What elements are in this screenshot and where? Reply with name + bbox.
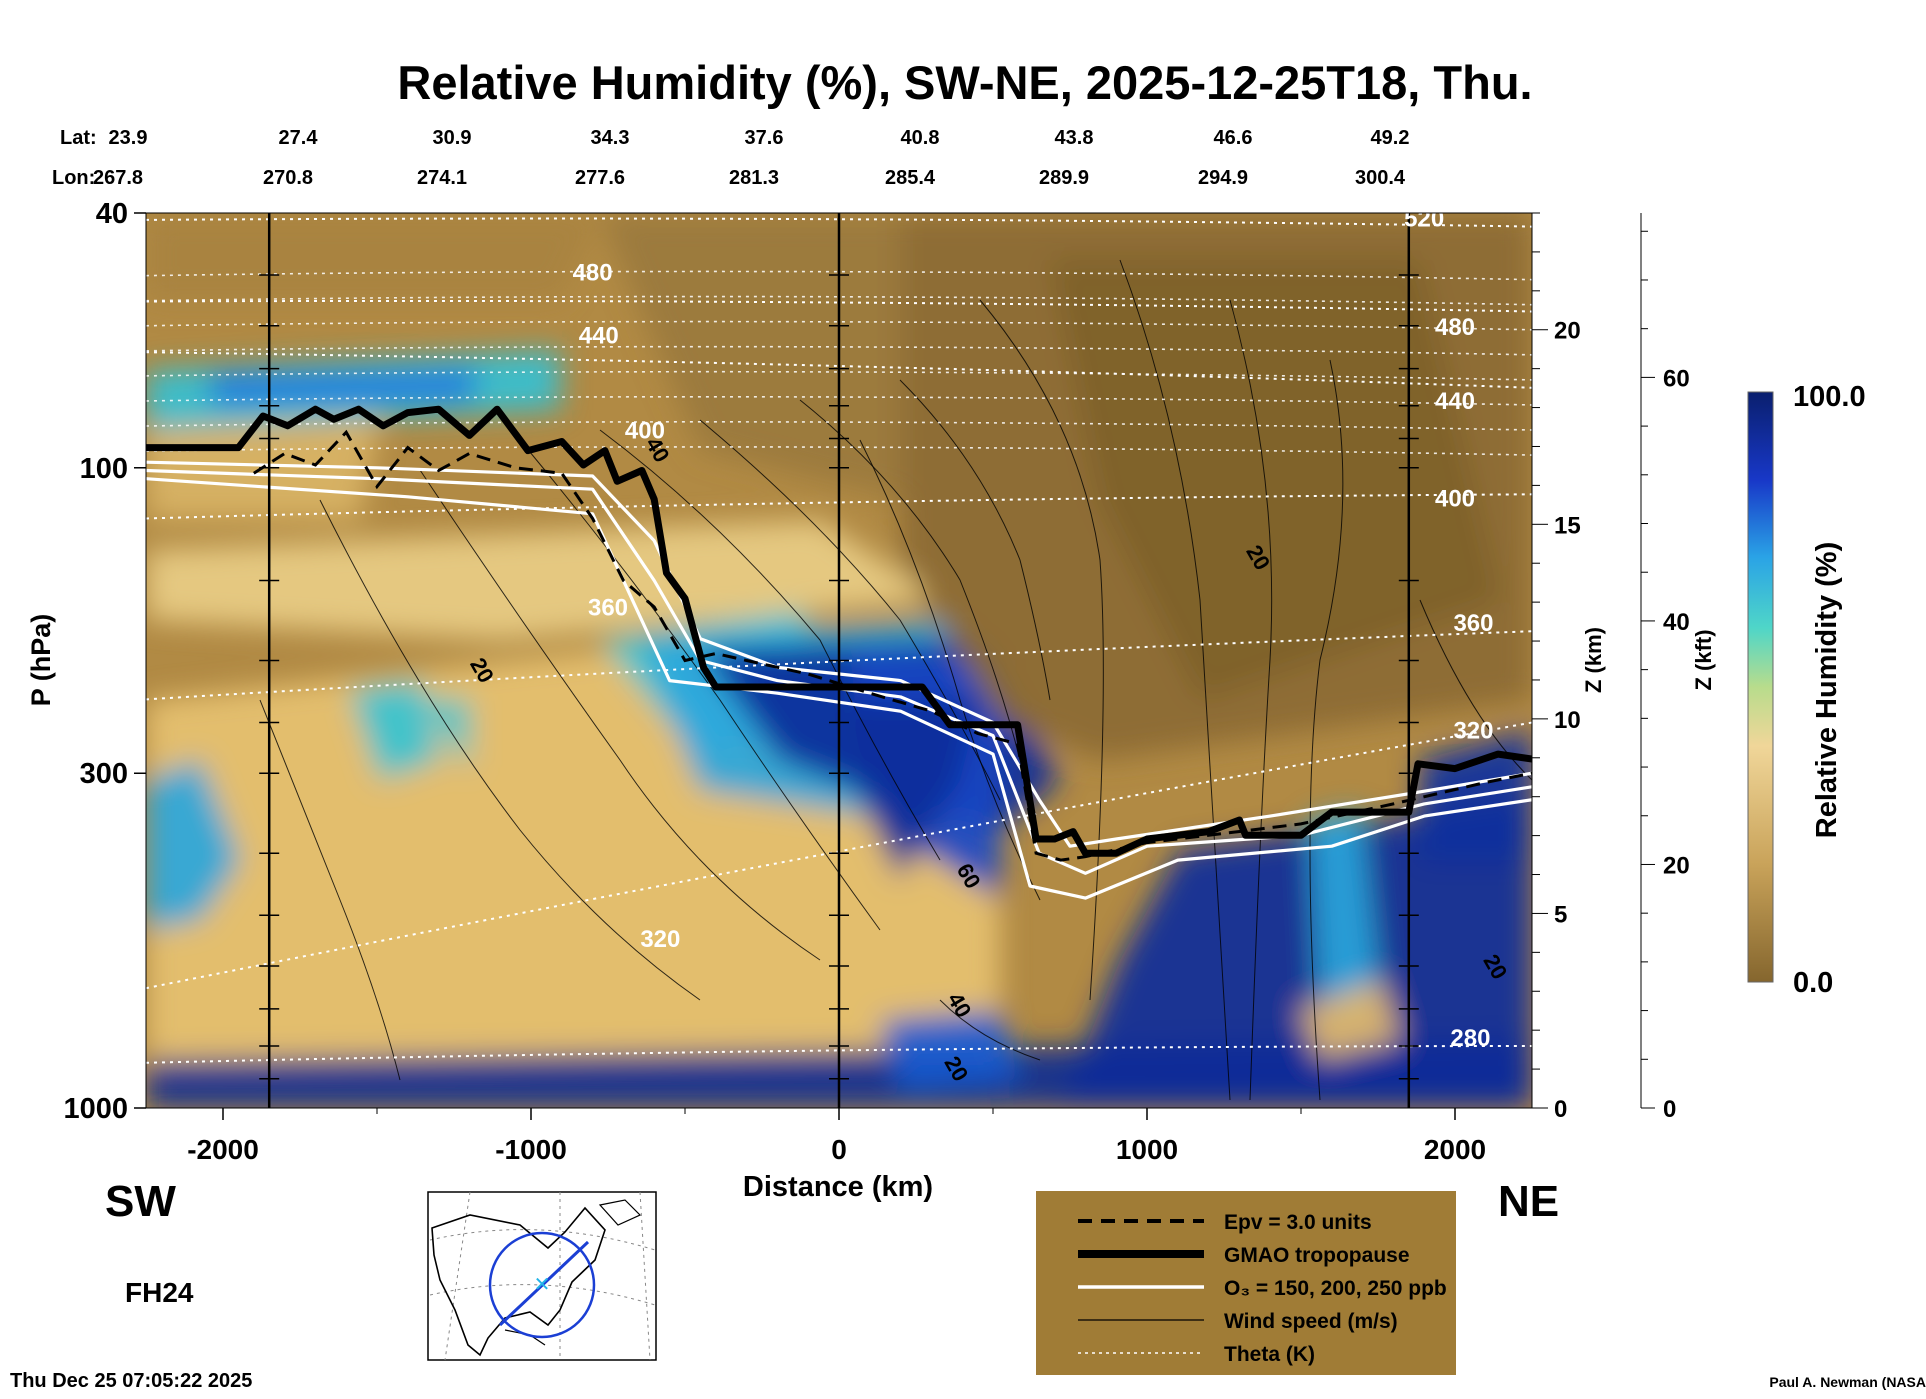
theta-label-7: 440 bbox=[1435, 388, 1475, 415]
lon-value-6: 289.9 bbox=[1039, 167, 1089, 189]
sw-label: SW bbox=[105, 1177, 176, 1226]
lat-value-0: 23.9 bbox=[109, 127, 148, 149]
lat-value-1: 27.4 bbox=[279, 127, 319, 149]
y-tick-label-0: 40 bbox=[96, 198, 128, 230]
lon-value-0: 267.8 bbox=[93, 167, 143, 189]
theta-label-1: 440 bbox=[579, 323, 619, 350]
credit: Paul A. Newman (NASA bbox=[1769, 1374, 1926, 1390]
legend-label-2: O₃ = 150, 200, 250 ppb bbox=[1224, 1277, 1447, 1300]
colorbar bbox=[1747, 391, 1774, 983]
z-kft-tick-label-1: 20 bbox=[1663, 852, 1690, 879]
legend-label-0: Epv = 3.0 units bbox=[1224, 1211, 1372, 1234]
ne-label: NE bbox=[1498, 1177, 1559, 1226]
y-tick-label-2: 300 bbox=[80, 758, 128, 790]
chart-title: Relative Humidity (%), SW-NE, 2025-12-25… bbox=[397, 56, 1532, 109]
lat-value-7: 46.6 bbox=[1214, 127, 1253, 149]
colorbar-min: 0.0 bbox=[1793, 967, 1833, 999]
y-axis-label: P (hPa) bbox=[26, 614, 56, 707]
lon-value-7: 294.9 bbox=[1198, 167, 1248, 189]
y-tick-label-1: 100 bbox=[80, 453, 128, 485]
lat-value-6: 43.8 bbox=[1055, 127, 1094, 149]
svg-text:✕: ✕ bbox=[534, 1274, 551, 1296]
z-km-tick-label-3: 15 bbox=[1554, 512, 1581, 539]
lon-label: Lon: bbox=[52, 167, 95, 189]
contour-labels: 4804404003603205204804404003603202802020… bbox=[465, 206, 1512, 1086]
z-kft-axis: 0 20 40 60 bbox=[1640, 213, 1690, 1123]
z-km-tick-label-4: 20 bbox=[1554, 318, 1581, 345]
lon-value-2: 274.1 bbox=[417, 167, 467, 189]
theta-contours bbox=[146, 217, 1532, 1064]
theta-label-5: 520 bbox=[1404, 206, 1444, 233]
lon-value-8: 300.4 bbox=[1355, 167, 1406, 189]
z-km-tick-label-0: 0 bbox=[1554, 1096, 1567, 1123]
theta-label-9: 360 bbox=[1453, 610, 1493, 637]
z-kft-tick-label-0: 0 bbox=[1663, 1096, 1676, 1123]
inset-map: ✕ bbox=[427, 1191, 657, 1361]
lat-value-8: 49.2 bbox=[1371, 127, 1410, 149]
z-km-tick-label-2: 10 bbox=[1554, 707, 1581, 734]
lat-value-2: 30.9 bbox=[433, 127, 472, 149]
lat-value-3: 34.3 bbox=[591, 127, 630, 149]
theta-label-8: 400 bbox=[1435, 486, 1475, 513]
theta-label-4: 320 bbox=[640, 926, 680, 953]
legend: Epv = 3.0 units GMAO tropopause O₃ = 150, … bbox=[1036, 1191, 1456, 1375]
x-tick-label-2: 0 bbox=[831, 1134, 847, 1165]
z-kft-label: Z (kft) bbox=[1691, 629, 1716, 690]
colorbar-label: Relative Humidity (%) bbox=[1811, 542, 1843, 839]
legend-items: Epv = 3.0 units GMAO tropopause O₃ = 150, … bbox=[1078, 1211, 1447, 1366]
x-tick-label-4: 2000 bbox=[1424, 1134, 1486, 1165]
lon-value-3: 277.6 bbox=[575, 167, 625, 189]
tropopause-line bbox=[146, 405, 1532, 857]
theta-label-0: 480 bbox=[573, 260, 613, 287]
x-tick-label-0: -2000 bbox=[187, 1134, 259, 1165]
z-kft-tick-label-2: 40 bbox=[1663, 609, 1690, 636]
theta-label-11: 280 bbox=[1450, 1025, 1490, 1052]
colorbar-max: 100.0 bbox=[1793, 381, 1866, 413]
lat-label: Lat: bbox=[60, 127, 97, 149]
lon-value-4: 281.3 bbox=[729, 167, 779, 189]
legend-label-4: Theta (K) bbox=[1224, 1343, 1315, 1366]
plot-area: 4804404003603205204804404003603202802020… bbox=[146, 206, 1532, 1108]
theta-label-2: 400 bbox=[625, 417, 665, 444]
z-km-label: Z (km) bbox=[1581, 627, 1606, 693]
theta-label-10: 320 bbox=[1453, 718, 1493, 745]
y-tick-label-3: 1000 bbox=[63, 1093, 128, 1125]
lon-value-5: 285.4 bbox=[885, 167, 936, 189]
y-axis: 40 100 300 1000 bbox=[63, 198, 146, 1125]
legend-label-3: Wind speed (m/s) bbox=[1224, 1310, 1398, 1333]
lon-value-1: 270.8 bbox=[263, 167, 313, 189]
legend-label-1: GMAO tropopause bbox=[1224, 1244, 1410, 1267]
lat-value-5: 40.8 bbox=[901, 127, 940, 149]
forecast-hour: FH24 bbox=[125, 1277, 194, 1308]
z-km-tick-label-1: 5 bbox=[1554, 901, 1567, 928]
epv-contour bbox=[252, 429, 1532, 862]
lat-value-4: 37.6 bbox=[745, 127, 784, 149]
x-axis-label: Distance (km) bbox=[743, 1171, 933, 1203]
z-km-axis: 0 5 10 15 20 bbox=[1531, 212, 1581, 1123]
theta-label-6: 480 bbox=[1435, 314, 1475, 341]
x-tick-label-3: 1000 bbox=[1116, 1134, 1178, 1165]
x-tick-label-1: -1000 bbox=[495, 1134, 567, 1165]
timestamp: Thu Dec 25 07:05:22 2025 bbox=[10, 1370, 252, 1392]
z-kft-tick-label-3: 60 bbox=[1663, 365, 1690, 392]
lat-lon-row: 23.9 27.4 30.9 34.3 37.6 40.8 43.8 46.6 49.2 267.… bbox=[93, 127, 1410, 189]
x-axis: -2000 -1000 0 1000 2000 bbox=[187, 1108, 1486, 1165]
theta-label-3: 360 bbox=[588, 594, 628, 621]
vertical-reference-lines bbox=[259, 213, 1419, 1108]
